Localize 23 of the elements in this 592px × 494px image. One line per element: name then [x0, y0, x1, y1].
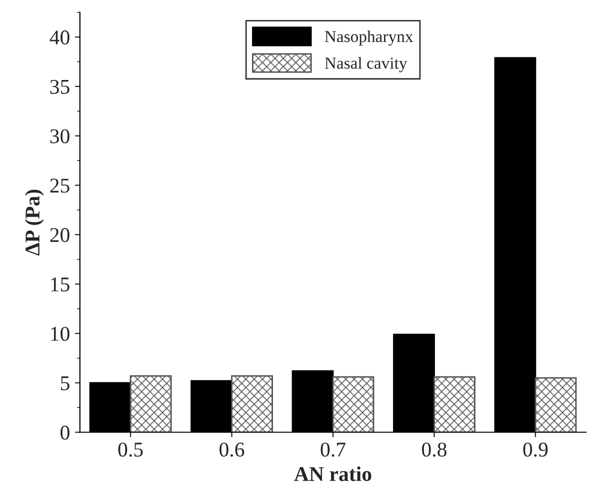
x-tick-label: 0.9	[523, 442, 548, 457]
y-tick-label: 0	[60, 426, 70, 440]
x-tick-label: 0.8	[422, 442, 446, 457]
x-axis-title: AN ratio	[294, 466, 372, 482]
bar	[130, 375, 172, 432]
legend-label: Nasal cavity	[324, 57, 408, 72]
y-tick-label: 10	[51, 326, 70, 341]
y-tick-label: 25	[50, 178, 70, 193]
x-tick-label: 0.6	[220, 442, 244, 457]
y-tick-label: 20	[50, 228, 70, 242]
bar	[534, 377, 577, 432]
x-tick-label: 0.7	[320, 442, 346, 457]
y-tick-label: 15	[51, 278, 70, 292]
y-tick-label: 5	[60, 376, 70, 390]
bar	[332, 376, 374, 432]
y-tick-label: 30	[50, 129, 70, 144]
legend-label: Nasopharynx	[324, 30, 414, 46]
y-tick-label: 40	[50, 30, 70, 44]
bar	[231, 375, 273, 432]
y-tick-label: 35	[50, 80, 70, 94]
x-tick-label: 0.5	[118, 442, 143, 457]
y-axis-title: ΔP (Pa)	[24, 190, 44, 256]
bar	[434, 376, 476, 432]
